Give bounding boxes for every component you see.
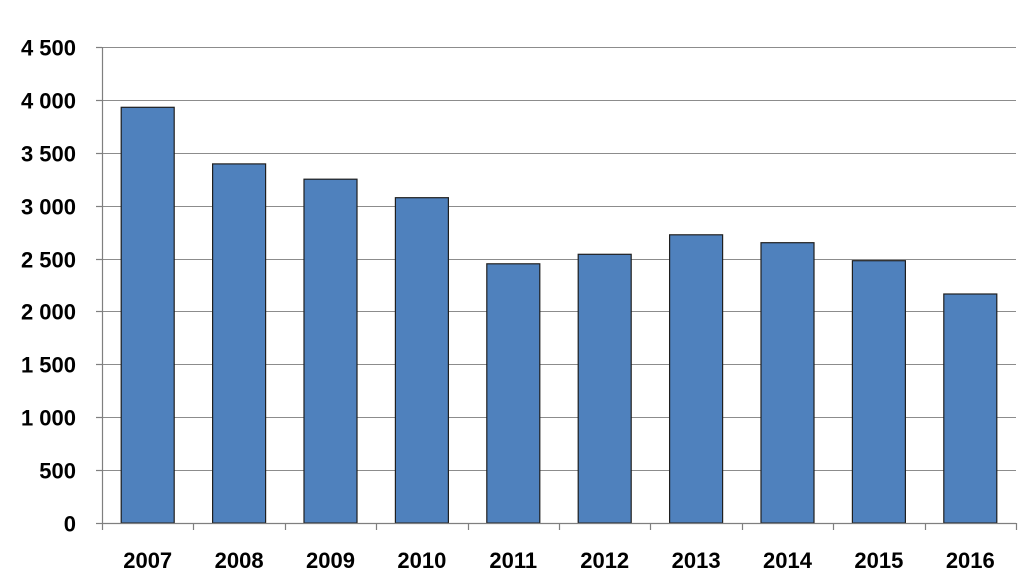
y-tick-label: 1 500 — [21, 353, 76, 378]
x-tick-labels: 2007 2008 2009 2010 2011 2012 2013 2014 2015 2016 — [123, 548, 995, 573]
axes — [96, 46, 1018, 530]
bar-2008 — [212, 163, 267, 524]
bar-2007 — [120, 106, 175, 524]
bar-2016 — [943, 293, 998, 524]
x-tick-label: 2007 — [123, 548, 172, 573]
bar-2015 — [851, 260, 907, 524]
x-tick-label: 2014 — [763, 548, 813, 573]
x-tick-label: 2008 — [215, 548, 264, 573]
y-tick-labels: 0 500 1 000 1 500 2 000 2 500 3 000 3 500 4 000 4… — [21, 36, 76, 537]
bar-2011 — [486, 263, 541, 524]
y-tick-label: 4 500 — [21, 36, 76, 61]
bar-2009 — [303, 178, 358, 524]
bar-2010 — [394, 197, 449, 524]
bars — [120, 106, 998, 524]
y-tick-label: 3 000 — [21, 195, 76, 220]
x-tick-label: 2013 — [672, 548, 721, 573]
bar-2014 — [760, 242, 815, 524]
y-tick-label: 4 000 — [21, 89, 76, 114]
y-tick-label: 0 — [64, 512, 76, 537]
x-tick-label: 2016 — [946, 548, 995, 573]
x-tick-label: 2012 — [580, 548, 629, 573]
bar-2013 — [668, 234, 724, 524]
bar-2012 — [577, 253, 632, 524]
y-tick-label: 3 500 — [21, 142, 76, 167]
x-tick-label: 2015 — [854, 548, 903, 573]
y-tick-label: 2 000 — [21, 300, 76, 325]
x-tick-label: 2009 — [306, 548, 355, 573]
x-tick-label: 2011 — [489, 548, 537, 573]
y-tick-label: 1 000 — [21, 406, 76, 431]
y-tick-label: 500 — [39, 459, 76, 484]
x-tick-label: 2010 — [397, 548, 446, 573]
y-tick-label: 2 500 — [21, 248, 76, 273]
